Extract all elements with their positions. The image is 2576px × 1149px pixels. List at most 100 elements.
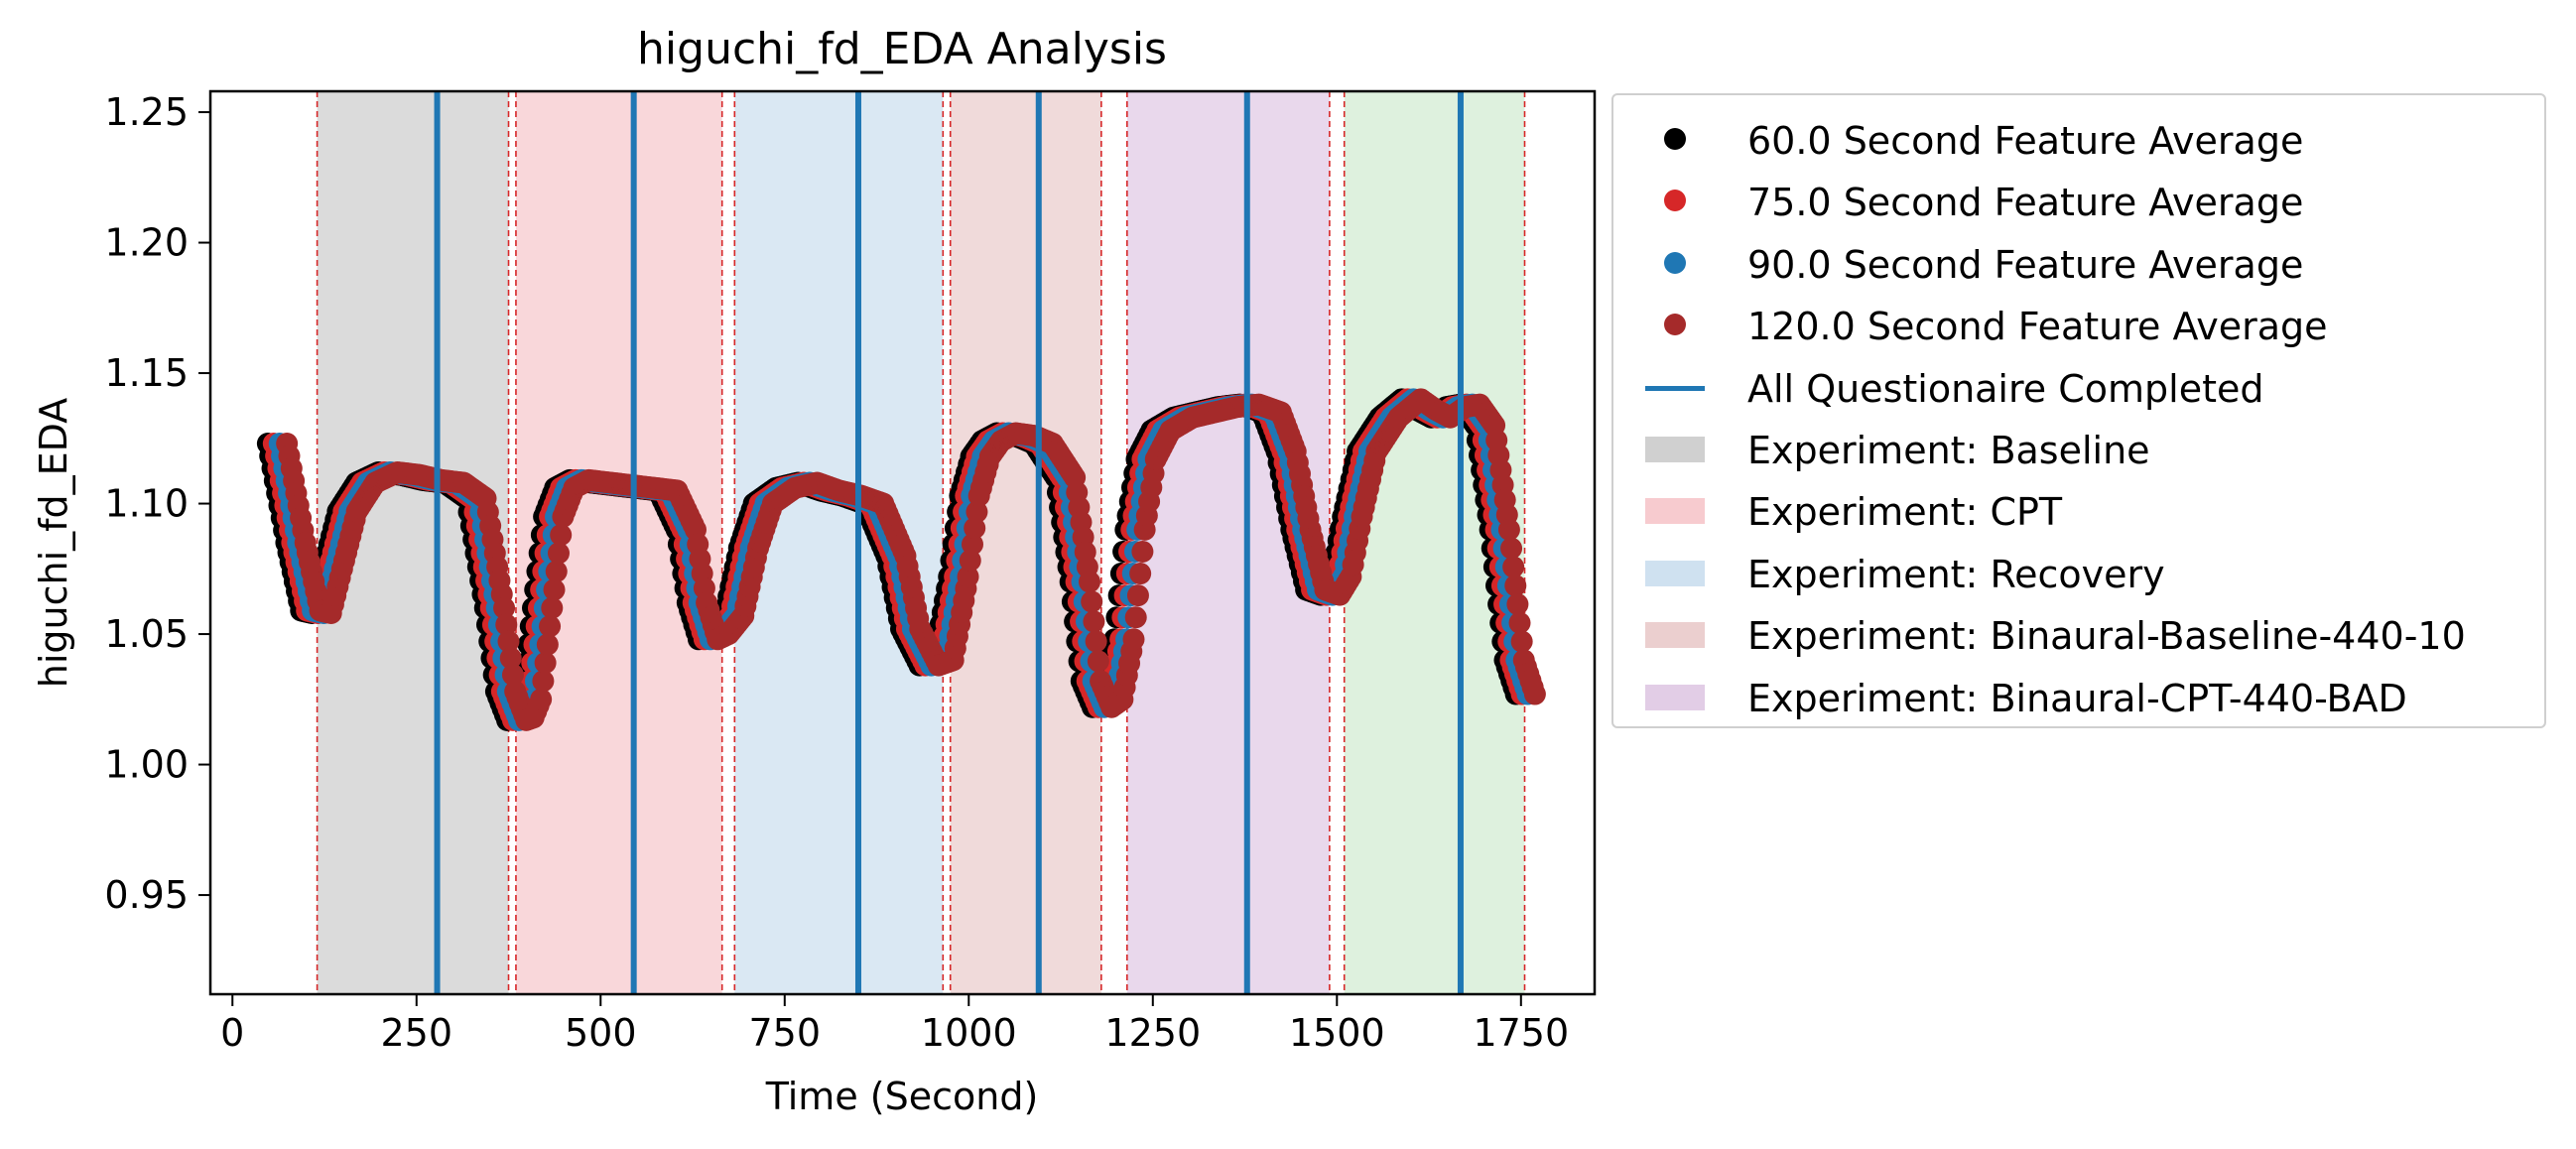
data-point xyxy=(530,688,553,710)
legend-item: Experiment: CPT xyxy=(1613,480,2544,542)
data-point xyxy=(1122,628,1145,651)
legend-label: Experiment: Baseline xyxy=(1747,429,2150,472)
legend-marker-patch xyxy=(1645,684,1705,710)
data-point xyxy=(532,670,555,693)
legend-label: 60.0 Second Feature Average xyxy=(1747,119,2304,163)
y-tick-label: 1.25 xyxy=(104,90,189,134)
plot-frame xyxy=(208,89,1597,996)
legend-item: 90.0 Second Feature Average xyxy=(1613,233,2544,295)
legend-marker-patch xyxy=(1645,622,1705,649)
legend-key-line xyxy=(1627,357,1717,419)
legend-key-patch xyxy=(1627,667,1717,728)
y-axis-ticks: 0.95 1.00 1.05 1.10 1.15 1.20 1.25 xyxy=(104,90,210,917)
data-point xyxy=(493,596,516,619)
legend-item: Experiment: Recovery xyxy=(1613,543,2544,604)
data-point xyxy=(1510,630,1533,653)
legend-item: Experiment: Baseline xyxy=(1613,419,2544,480)
data-point xyxy=(1131,540,1154,563)
legend-marker-patch xyxy=(1645,437,1705,462)
legend-marker-dot xyxy=(1664,314,1686,336)
data-point xyxy=(1085,630,1107,653)
data-point xyxy=(966,500,988,523)
legend-key-patch xyxy=(1627,543,1717,604)
x-tick-label: 1250 xyxy=(1104,1011,1201,1055)
y-tick-label: 1.15 xyxy=(104,351,189,395)
data-point xyxy=(1078,571,1100,593)
data-point xyxy=(1506,592,1529,615)
data-point xyxy=(499,647,522,670)
series-3 xyxy=(276,388,1546,731)
data-point xyxy=(1502,556,1525,578)
legend-key-patch xyxy=(1627,604,1717,666)
legend-key-dot xyxy=(1627,233,1717,295)
legend-marker-line xyxy=(1645,385,1705,391)
data-point xyxy=(1500,537,1523,560)
data-point xyxy=(961,533,983,556)
legend-key-dot xyxy=(1627,171,1717,232)
data-point xyxy=(1129,563,1152,585)
legend-item: Experiment: Binaural-Baseline-440-10 xyxy=(1613,604,2544,666)
data-point xyxy=(501,664,524,687)
legend-key-dot xyxy=(1627,295,1717,356)
data-point xyxy=(545,560,568,582)
y-tick-label: 1.00 xyxy=(104,743,189,787)
legend-label: 75.0 Second Feature Average xyxy=(1747,181,2304,225)
legend-label: All Questionaire Completed xyxy=(1747,366,2264,411)
legend-item: 120.0 Second Feature Average xyxy=(1613,295,2544,356)
y-tick-label: 0.95 xyxy=(104,873,189,917)
chart-title: higuchi_fd_EDA Analysis xyxy=(637,24,1167,74)
data-point xyxy=(1504,574,1527,597)
legend-item: 75.0 Second Feature Average xyxy=(1613,171,2544,232)
x-axis-label: Time (Second) xyxy=(765,1075,1039,1118)
x-tick-label: 750 xyxy=(749,1011,822,1055)
legend-marker-dot xyxy=(1664,251,1686,274)
data-point xyxy=(1508,611,1531,634)
data-point xyxy=(541,596,564,619)
x-tick-label: 500 xyxy=(565,1011,637,1055)
legend-item: Experiment: Binaural-CPT-440-BAD xyxy=(1613,667,2544,728)
scatter-points xyxy=(256,388,1546,731)
y-tick-label: 1.20 xyxy=(104,221,189,265)
x-tick-label: 1500 xyxy=(1289,1011,1385,1055)
data-point xyxy=(1083,610,1105,633)
data-point xyxy=(964,517,986,540)
legend-key-patch xyxy=(1627,419,1717,480)
legend-label: Experiment: Recovery xyxy=(1747,552,2165,596)
data-point xyxy=(547,542,570,565)
legend-item: All Questionaire Completed xyxy=(1613,357,2544,419)
legend-label: Experiment: Binaural-Baseline-440-10 xyxy=(1747,614,2466,659)
data-point xyxy=(1087,650,1109,673)
x-tick-label: 0 xyxy=(220,1011,244,1055)
x-tick-label: 1750 xyxy=(1473,1011,1569,1055)
data-point xyxy=(1081,590,1103,613)
y-tick-label: 1.10 xyxy=(104,482,189,526)
data-point xyxy=(495,613,518,636)
legend-label: Experiment: CPT xyxy=(1747,490,2063,535)
legend-marker-patch xyxy=(1645,498,1705,525)
questionnaire-lines xyxy=(434,91,1464,994)
data-point xyxy=(957,566,979,588)
data-point xyxy=(536,633,559,656)
legend-label: Experiment: Binaural-CPT-440-BAD xyxy=(1747,676,2407,720)
x-tick-label: 250 xyxy=(381,1011,453,1055)
data-point xyxy=(550,524,573,547)
legend-item: 60.0 Second Feature Average xyxy=(1613,109,2544,171)
y-axis-label: higuchi_fd_EDA xyxy=(32,398,75,688)
legend-key-dot xyxy=(1627,109,1717,171)
legend-label: 120.0 Second Feature Average xyxy=(1747,305,2328,349)
legend-marker-dot xyxy=(1664,190,1686,212)
x-axis-ticks: 0 250 500 750 1000 1250 1500 1750 xyxy=(220,994,1569,1055)
legend-marker-patch xyxy=(1645,560,1705,586)
legend-marker-dot xyxy=(1664,128,1686,150)
data-point xyxy=(1126,584,1149,607)
data-point xyxy=(959,549,981,572)
data-point xyxy=(534,651,557,674)
legend-label: 90.0 Second Feature Average xyxy=(1747,242,2304,287)
x-tick-label: 1000 xyxy=(921,1011,1017,1055)
data-point xyxy=(543,578,566,601)
data-point xyxy=(1124,606,1147,629)
data-point xyxy=(1523,683,1546,705)
data-point xyxy=(1497,518,1520,541)
legend-key-patch xyxy=(1627,480,1717,542)
